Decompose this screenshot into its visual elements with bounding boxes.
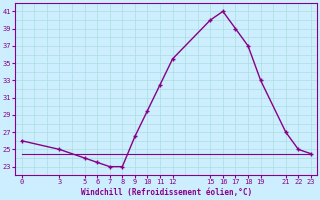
X-axis label: Windchill (Refroidissement éolien,°C): Windchill (Refroidissement éolien,°C): [81, 188, 252, 197]
